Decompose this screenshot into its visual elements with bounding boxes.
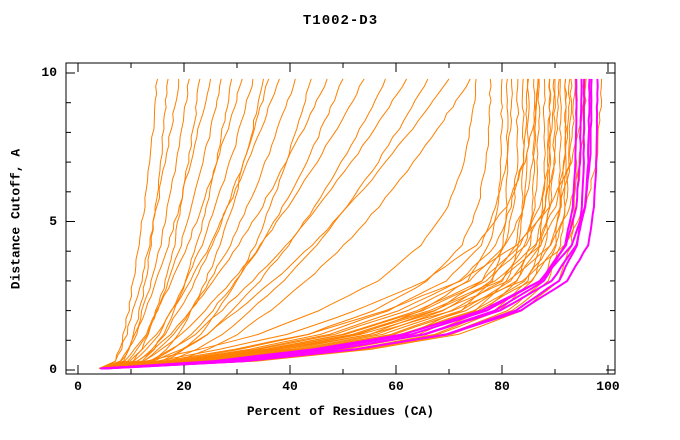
orange-model-curve [103,78,513,369]
x-tick-label: 60 [388,379,404,394]
magenta-model-curve [101,78,591,370]
x-tick-label: 0 [74,379,82,394]
orange-model-curve [107,78,201,369]
magenta-model-curve [102,78,583,370]
orange-model-curve [107,78,541,369]
x-tick-label: 100 [596,379,620,394]
plot-border [65,62,616,375]
orange-model-curve [105,78,568,369]
orange-model-curve [105,78,539,369]
orange-model-curve [99,78,529,369]
y-tick-label: 5 [49,213,57,229]
orange-model-curve [105,78,552,369]
orange-model-curve [101,78,509,369]
magenta-model-curve [104,78,586,370]
orange-model-curve [105,78,386,369]
orange-model-curve [99,78,556,369]
orange-model-curve [107,78,312,369]
magenta-model-curve [105,78,599,370]
orange-model-curve [103,78,551,369]
orange-model-curve [99,78,587,369]
orange-model-curve [105,78,243,369]
orange-model-curve [101,78,344,369]
orange-model-curve [105,78,190,369]
orange-model-curve [103,78,365,369]
orange-model-curve [103,78,603,369]
chart-title: T1002-D3 [302,13,379,29]
orange-model-curve [99,78,571,369]
y-tick-label: 0 [49,362,57,377]
orange-model-curve [103,78,471,369]
orange-model-curve [107,78,408,369]
x-tick-label: 20 [176,379,192,394]
orange-model-curve [101,78,169,369]
orange-model-curve [103,78,180,369]
orange-model-curve [99,78,328,369]
orange-model-curve [101,78,540,369]
orange-model-curve [105,78,477,369]
orange-model-curve [105,78,296,369]
orange-model-curve [101,78,270,369]
orange-model-curve [101,78,222,369]
x-tick-label: 40 [282,379,298,394]
orange-model-curve [105,78,576,369]
magenta-model-curve [103,78,593,370]
y-tick-label: 10 [41,65,57,80]
orange-model-curve [101,78,450,369]
orange-model-curve [99,78,211,369]
orange-model-curve [107,78,555,369]
orange-model-curve [103,78,233,369]
x-tick-label: 80 [494,379,510,394]
orange-model-curve [99,78,264,369]
orange-model-curve [103,78,560,369]
orange-model-curve [98,78,158,369]
orange-model-curve [99,78,429,369]
orange-model-curve [107,78,492,369]
x-axis-label: Percent of Residues (CA) [246,404,435,419]
orange-model-curve [103,78,280,369]
